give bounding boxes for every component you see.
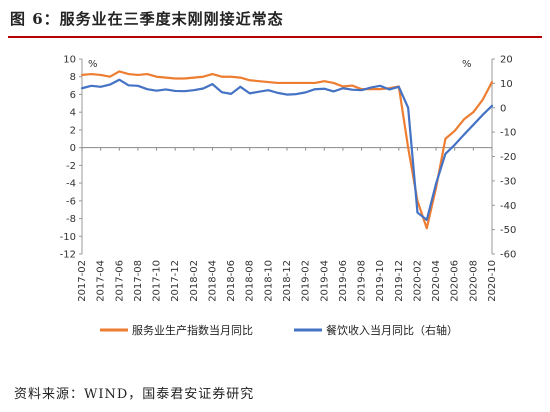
left-unit-label: %	[88, 59, 98, 70]
x-tick-label: 2020-02	[412, 260, 423, 302]
x-tick-label: 2018-02	[189, 260, 200, 302]
series-line-catering	[80, 78, 494, 221]
x-tick-label: 2017-06	[114, 260, 125, 302]
legend-label-service: 服务业生产指数当月同比	[132, 323, 253, 337]
right-tick-label: 10	[500, 79, 513, 90]
x-tick-label: 2019-06	[338, 260, 349, 302]
figure-title: 图 6：服务业在三季度末刚刚接近常态	[10, 10, 284, 28]
x-tick-label: 2019-08	[357, 260, 368, 302]
left-tick-label: 10	[63, 55, 76, 66]
right-tick-label: -20	[500, 152, 516, 163]
x-tick-label: 2017-08	[133, 260, 144, 302]
left-tick-label: 2	[70, 125, 76, 136]
right-tick-label: 0	[500, 103, 506, 114]
x-tick-label: 2017-02	[77, 260, 88, 302]
x-tick-label: 2020-08	[468, 260, 479, 302]
title-rule	[8, 36, 542, 38]
left-tick-label: -10	[60, 232, 76, 243]
legend-label-catering: 餐饮收入当月同比（右轴）	[326, 323, 458, 337]
left-tick-label: 6	[70, 90, 76, 101]
left-tick-label: -12	[60, 250, 76, 261]
left-tick-label: -6	[66, 196, 76, 207]
right-tick-label: -60	[500, 250, 516, 261]
x-tick-label: 2017-12	[170, 260, 181, 302]
x-tick-label: 2019-02	[301, 260, 312, 302]
x-tick-label: 2020-10	[487, 260, 498, 302]
x-tick-label: 2017-04	[96, 260, 107, 302]
right-tick-label: 20	[500, 55, 513, 66]
x-tick-label: 2017-10	[152, 260, 163, 302]
chart-legend: 服务业生产指数当月同比 餐饮收入当月同比（右轴）	[100, 323, 458, 337]
right-unit-label: %	[462, 59, 472, 70]
left-tick-label: 8	[70, 72, 76, 83]
right-tick-label: -10	[500, 128, 516, 139]
x-tick-label: 2018-08	[245, 260, 256, 302]
line-chart: 1086420-2-4-6-8-10-1220100-10-20-30-40-5…	[60, 55, 517, 338]
left-tick-label: -2	[66, 161, 76, 172]
x-tick-label: 2019-04	[319, 260, 330, 302]
right-tick-label: -50	[500, 225, 516, 236]
x-tick-label: 2018-06	[226, 260, 237, 302]
x-tick-label: 2018-04	[207, 260, 218, 302]
right-tick-label: -30	[500, 176, 516, 187]
x-tick-label: 2019-12	[394, 260, 405, 302]
chart-axes: 1086420-2-4-6-8-10-1220100-10-20-30-40-5…	[60, 55, 517, 302]
chart-series	[80, 70, 494, 230]
left-tick-label: 4	[70, 108, 76, 119]
x-tick-label: 2020-06	[450, 260, 461, 302]
x-tick-label: 2020-04	[431, 260, 442, 302]
x-tick-label: 2018-10	[263, 260, 274, 302]
left-tick-label: 0	[70, 143, 76, 154]
left-tick-label: -8	[66, 214, 76, 225]
right-tick-label: -40	[500, 201, 516, 212]
series-line-service	[80, 70, 494, 230]
x-tick-label: 2019-10	[375, 260, 386, 302]
left-tick-label: -4	[66, 179, 76, 190]
source-note: 资料来源：WIND，国泰君安证券研究	[14, 387, 255, 402]
x-tick-label: 2018-12	[282, 260, 293, 302]
